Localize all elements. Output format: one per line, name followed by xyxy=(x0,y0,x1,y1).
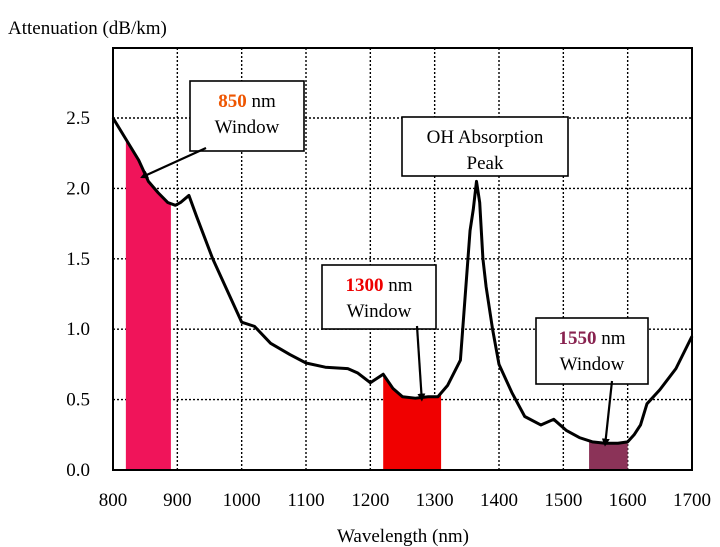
x-tick-label: 800 xyxy=(99,490,128,511)
y-tick-label: 0.5 xyxy=(66,390,90,411)
x-tick-label: 1400 xyxy=(480,490,518,511)
annotation-arrow xyxy=(601,380,614,447)
window-fill xyxy=(589,440,628,470)
x-tick-label: 1000 xyxy=(223,490,261,511)
y-tick-label: 2.0 xyxy=(66,178,90,199)
x-tick-label: 1100 xyxy=(287,490,324,511)
annotation-number: 850 xyxy=(218,91,247,112)
x-tick-label: 1500 xyxy=(544,490,582,511)
y-axis-title: Attenuation (dB/km) xyxy=(8,18,167,39)
annotation-line-2: Window xyxy=(560,354,625,375)
annotation-frame xyxy=(189,80,305,152)
plot-border xyxy=(112,47,693,471)
annotation-frame xyxy=(321,264,437,330)
annotation-line-1: 850 nm xyxy=(218,91,276,112)
annotation-arrow xyxy=(140,146,207,179)
annotation-arrow xyxy=(415,325,426,402)
annotation-unit: OH Absorption xyxy=(427,127,544,148)
annotation-box: 1550 nm Window xyxy=(535,317,649,447)
x-tick-label: 1200 xyxy=(351,490,389,511)
y-tick-label: 1.5 xyxy=(66,249,90,270)
annotation-line-1: 1550 nm xyxy=(558,328,625,349)
x-tick-label: 1300 xyxy=(416,490,454,511)
annotation-frame xyxy=(401,116,569,177)
annotation-box: 850 nm Window xyxy=(140,80,305,179)
annotation-line-2: Window xyxy=(215,117,280,138)
plot-frame xyxy=(112,47,693,471)
x-tick-label: 1600 xyxy=(609,490,647,511)
attenuation-curve xyxy=(111,117,694,445)
annotation-number: 1300 xyxy=(345,275,383,296)
annotation-unit: nm xyxy=(247,91,276,112)
annotation-line-2: Window xyxy=(347,301,412,322)
x-tick-label: 1700 xyxy=(673,490,711,511)
annotation-number: 1550 xyxy=(558,328,596,349)
x-tick-label: 900 xyxy=(163,490,192,511)
attenuation-line xyxy=(111,117,694,445)
y-tick-label: 0.0 xyxy=(66,460,90,481)
annotation-box: OH Absorption Peak xyxy=(401,116,569,177)
annotation-unit: nm xyxy=(596,328,625,349)
axis-ticks: 800 900 1000 1100 1200 1300 1400 1500 1600 1700 0.… xyxy=(66,108,711,511)
y-tick-label: 1.0 xyxy=(66,319,90,340)
y-tick-label: 2.5 xyxy=(66,108,90,129)
annotation-unit: nm xyxy=(383,275,412,296)
annotation-line-1: 1300 nm xyxy=(345,275,412,296)
annotation-line-2: Peak xyxy=(467,153,504,174)
annotations: 850 nm Window OH Absorption Peak 1300 nm Wind… xyxy=(140,80,649,447)
annotation-box: 1300 nm Window xyxy=(321,264,437,402)
annotation-frame xyxy=(535,317,649,385)
x-axis-title: Wavelength (nm) xyxy=(337,526,469,547)
window-fill xyxy=(125,139,171,470)
annotation-line-1: OH Absorption xyxy=(427,127,544,148)
